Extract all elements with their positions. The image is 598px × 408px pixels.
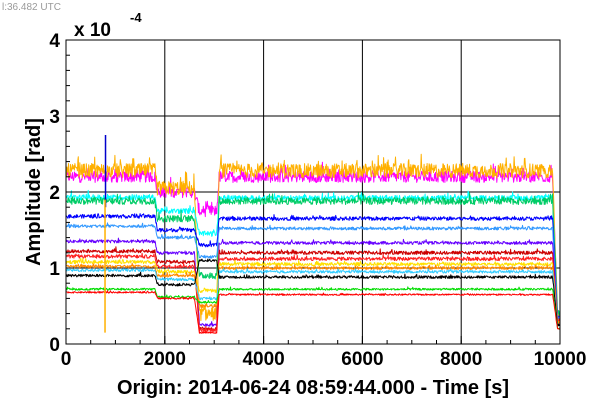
series-line-12 bbox=[66, 258, 560, 327]
y-multiplier-exponent: -4 bbox=[130, 10, 142, 25]
timestamp-label: l:36.482 UTC bbox=[2, 2, 61, 13]
y-axis-title: Amplitude [rad] bbox=[23, 118, 45, 266]
series-line-5 bbox=[66, 222, 560, 319]
x-tick-label: 6000 bbox=[341, 349, 383, 370]
x-tick-label: 4000 bbox=[242, 349, 284, 370]
plot-series bbox=[66, 135, 560, 334]
y-tick-label: 4 bbox=[49, 31, 60, 52]
y-tick-label: 2 bbox=[49, 183, 60, 204]
y-tick-label: 0 bbox=[49, 335, 60, 356]
series-line-7 bbox=[66, 246, 560, 331]
y-multiplier-label: x 10 bbox=[74, 20, 111, 41]
series-line-3 bbox=[66, 192, 560, 318]
series-line-8 bbox=[66, 252, 560, 333]
axis-ticks: 0 2000 4000 6000 8000 10000 0 1 2 3 4 bbox=[49, 31, 586, 370]
series-line-10 bbox=[66, 262, 560, 325]
x-tick-label: 0 bbox=[61, 349, 72, 370]
series-line-13 bbox=[66, 286, 560, 330]
x-axis-title: Origin: 2014-06-24 08:59:44.000 - Time [… bbox=[117, 377, 509, 399]
series-line-14 bbox=[66, 290, 560, 334]
series-line-4 bbox=[66, 213, 560, 320]
y-tick-label: 1 bbox=[49, 259, 60, 280]
x-tick-label: 8000 bbox=[440, 349, 482, 370]
series-line-9 bbox=[66, 257, 560, 325]
series-line-1 bbox=[66, 153, 560, 322]
series-line-11 bbox=[66, 266, 560, 327]
y-tick-label: 3 bbox=[49, 107, 60, 128]
x-tick-label: 2000 bbox=[144, 349, 186, 370]
x-tick-label: 10000 bbox=[534, 349, 587, 370]
series-line-6 bbox=[66, 237, 560, 327]
